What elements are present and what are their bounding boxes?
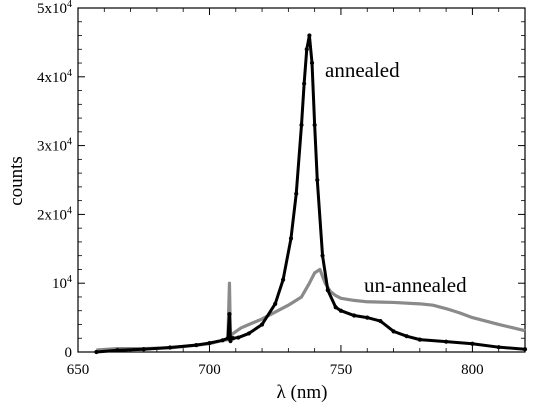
annealed-data-point (280, 277, 286, 282)
y-tick-label: 2x104 (37, 205, 72, 223)
annealed-data-point (417, 337, 422, 342)
annealed-data-point (522, 347, 528, 352)
y-tick-label-base: 3x10 (37, 139, 67, 155)
annealed-data-point (259, 322, 265, 327)
annealed-data-point (246, 331, 252, 336)
y-tick-label-base: 0 (65, 345, 73, 361)
annealed-data-point (444, 339, 449, 344)
annealed-data-point (470, 341, 475, 346)
un-annealed-series-label: un-annealed (364, 273, 467, 297)
series-layer (94, 33, 528, 355)
annealed-data-point (404, 334, 409, 339)
annealed-data-point (351, 313, 357, 318)
y-tick-label: 0 (65, 345, 73, 361)
plot-frame (77, 7, 526, 353)
annealed-data-point (225, 336, 230, 341)
annealed-data-point (220, 338, 225, 343)
y-tick-label-exponent: 4 (67, 0, 72, 10)
annealed-data-point (320, 253, 325, 258)
annealed-data-point (299, 122, 304, 128)
y-axis-title: counts (6, 156, 27, 206)
annealed-data-point (496, 345, 501, 350)
annealed-data-point (325, 287, 330, 293)
y-tick-label-base: 2x10 (37, 207, 67, 223)
annealed-data-point (307, 33, 312, 38)
annealed-data-point (312, 122, 317, 128)
y-tick-label: 104 (52, 274, 72, 292)
x-tick-label: 650 (67, 362, 90, 378)
annealed-data-point (365, 315, 370, 320)
y-tick-label-exponent: 4 (67, 274, 72, 285)
y-tick-label: 5x104 (37, 0, 72, 17)
annealed-data-point (236, 335, 241, 340)
axis-ticks (77, 7, 526, 353)
y-tick-label-base: 4x10 (37, 70, 67, 86)
annealed-series-label: annealed (325, 58, 400, 82)
annealed-data-point (338, 308, 344, 313)
y-tick-label-base: 10 (52, 276, 67, 292)
annealed-series-line (96, 34, 526, 354)
annealed-data-point (115, 348, 120, 353)
x-tick-label: 750 (330, 362, 353, 378)
annealed-data-point (288, 236, 294, 241)
x-tick-label: 700 (198, 362, 221, 378)
annealed-data-point (378, 318, 383, 324)
y-tick-label-exponent: 4 (67, 68, 72, 79)
annealed-data-point (207, 340, 212, 346)
annealed-data-point (231, 336, 236, 341)
annealed-data-point (273, 301, 278, 306)
x-tick-label: 800 (461, 362, 484, 378)
annealed-data-point (94, 349, 99, 355)
y-tick-label-exponent: 4 (67, 137, 72, 148)
annealed-data-point (194, 343, 199, 348)
annealed-data-point (333, 305, 338, 310)
annealed-data-point (302, 81, 307, 86)
x-axis-title: λ (nm) (277, 382, 328, 403)
x-tick-labels: 650 700 750 800 (67, 362, 484, 378)
annealed-data-point (304, 47, 309, 52)
annealed-data-point (141, 347, 146, 352)
annealed-data-point (391, 329, 396, 334)
annealed-data-point (315, 177, 320, 183)
annealed-data-point (227, 312, 232, 317)
annealed-data-point (167, 345, 173, 350)
y-tick-label-base: 5x10 (37, 1, 67, 17)
annealed-data-point (294, 191, 299, 196)
y-tick-label-exponent: 4 (67, 205, 72, 216)
annealed-data-point (309, 60, 315, 66)
y-tick-label: 4x104 (37, 68, 72, 86)
y-tick-label: 3x104 (37, 137, 72, 155)
